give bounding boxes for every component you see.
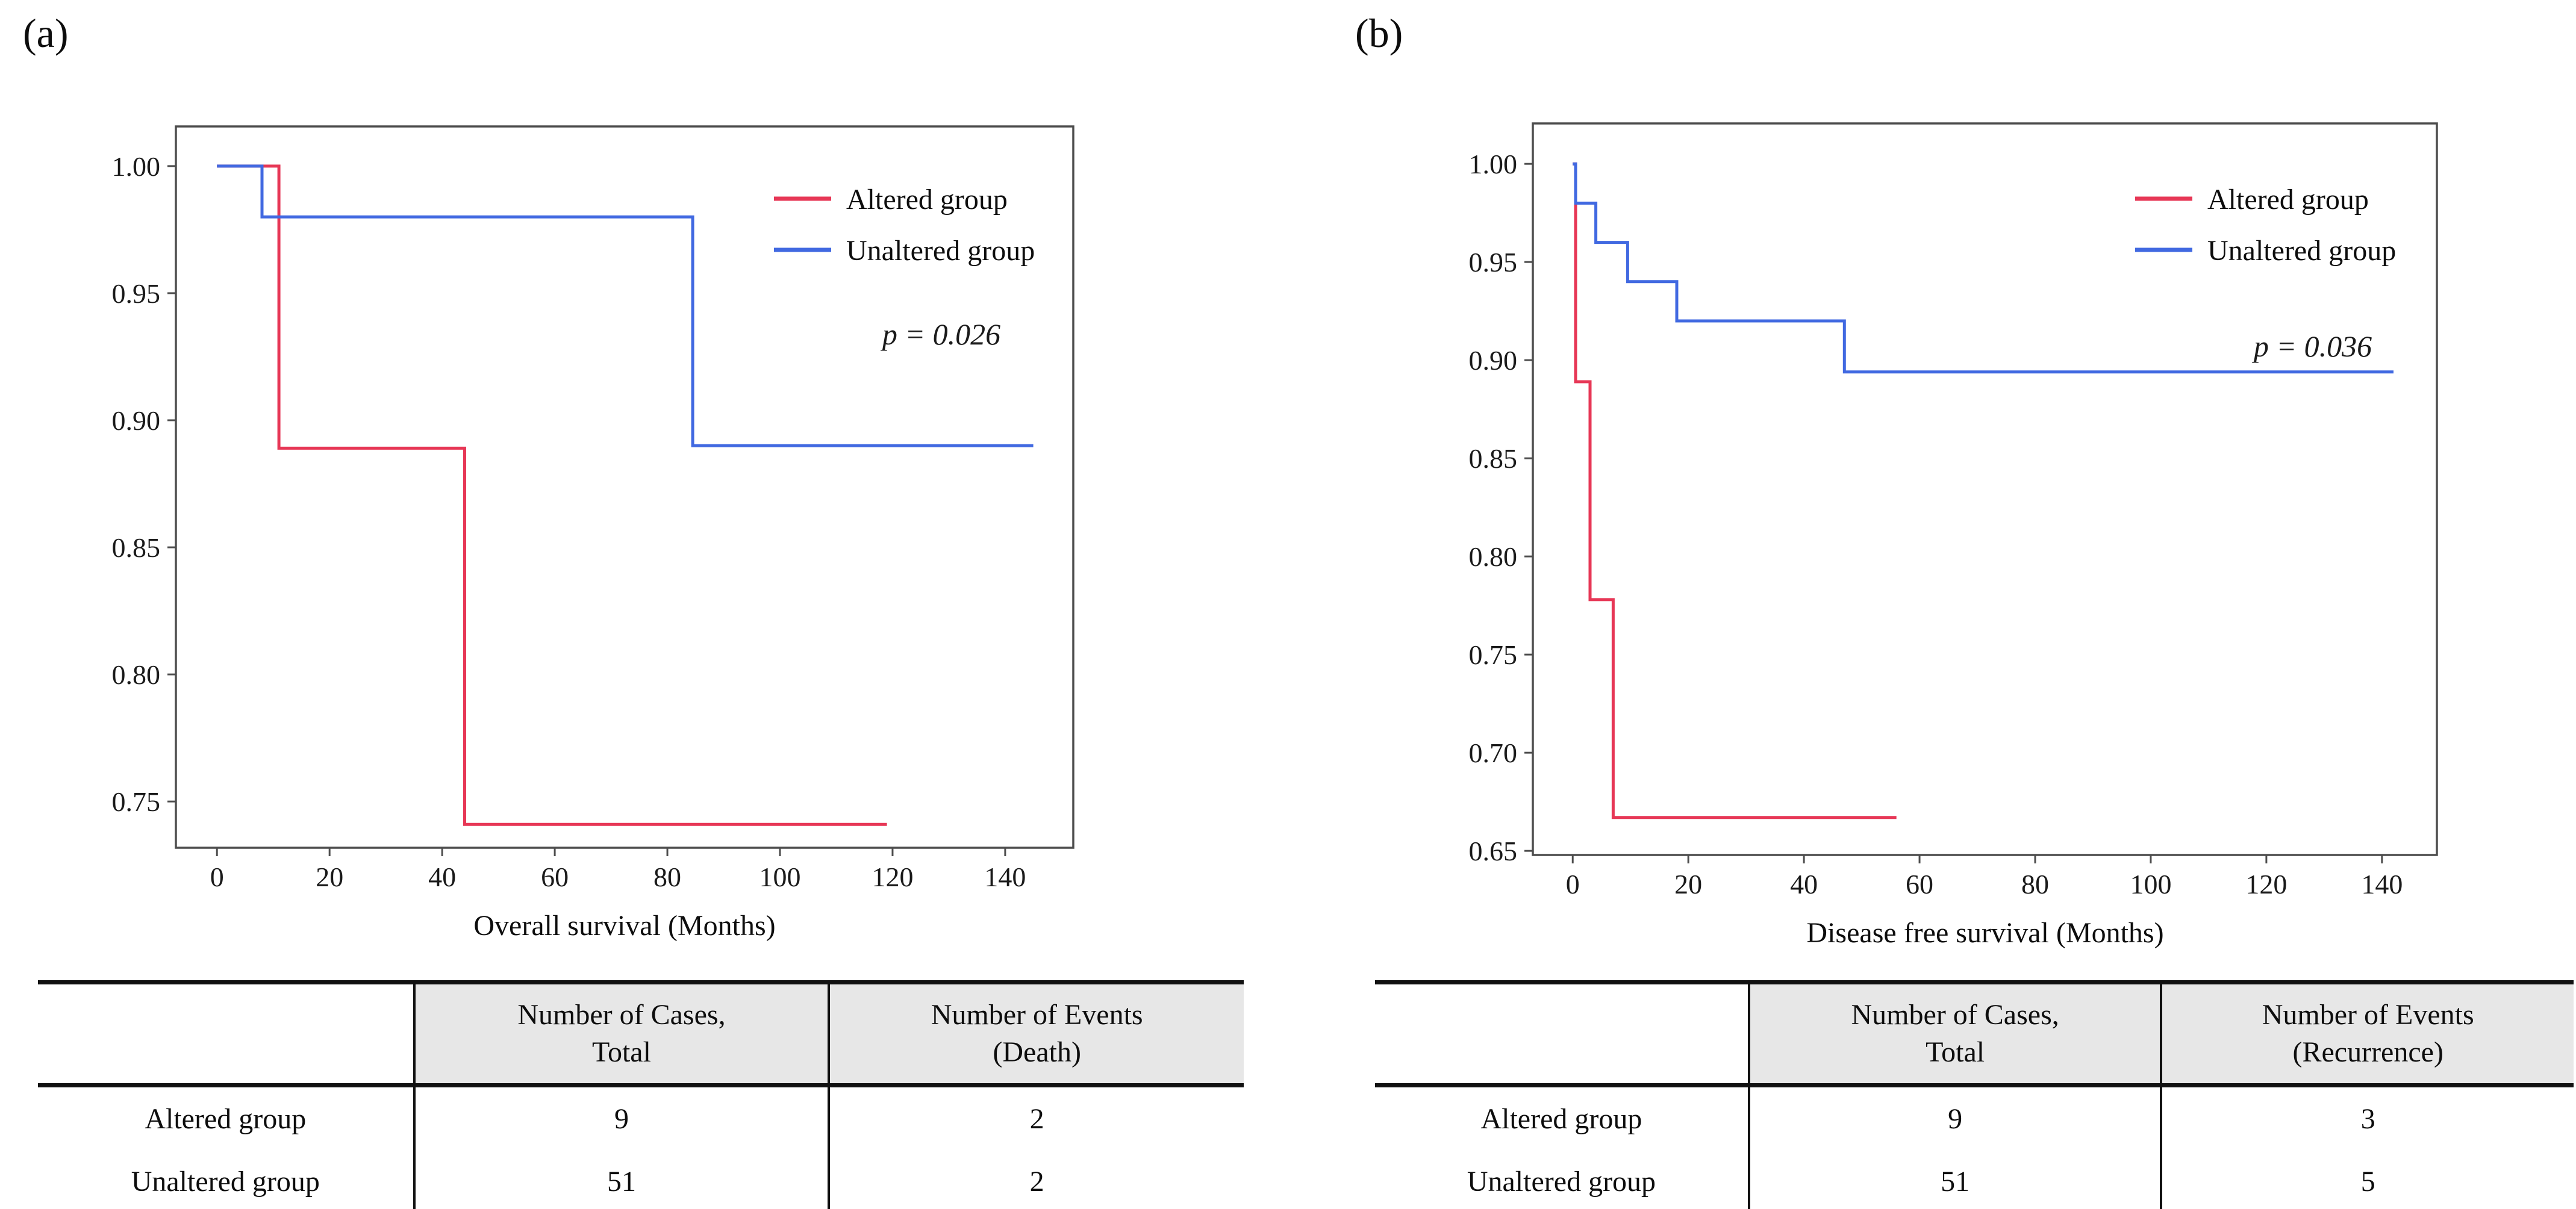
table-b-header-events: Number of Events (Recurrence) [2160, 982, 2574, 1086]
table-a-row2-events: 2 [828, 1150, 1244, 1209]
table-b-corner-cell [1375, 983, 1749, 1086]
table-a-header-cases-line2: Total [591, 1036, 651, 1068]
x-tick-label-a: 120 [872, 862, 913, 892]
table-b-header-cases-line2: Total [1926, 1036, 1985, 1068]
legend-label-b-0: Altered group [2207, 184, 2369, 216]
table-a-row1-cases: 9 [413, 1085, 829, 1150]
km-curve-b-unaltered [1573, 162, 2394, 374]
summary-table-b: Number of Cases, Total Number of Events … [1375, 980, 2574, 1209]
table-a-header-row: Number of Cases, Total Number of Events … [38, 982, 1244, 1086]
table-a-header-cases: Number of Cases, Total [413, 982, 829, 1086]
x-tick-label-b: 80 [2021, 869, 2049, 900]
y-tick-label-b: 0.75 [1469, 639, 1518, 670]
y-tick-label-b: 1.00 [1469, 149, 1518, 179]
p-value-label-b: p = 0.036 [2252, 329, 2372, 363]
table-a-row1-events: 2 [828, 1085, 1244, 1150]
table-a-header-events-line2: (Death) [993, 1036, 1081, 1068]
table-row: Unaltered group 51 5 [1375, 1150, 2574, 1209]
plot-border-a [175, 125, 1074, 849]
table-a-corner-cell [38, 983, 414, 1086]
y-tick-label-b: 0.85 [1469, 443, 1518, 474]
legend-label-b-1: Unaltered group [2207, 235, 2396, 267]
x-tick-label-a: 140 [984, 862, 1026, 892]
x-tick-label-b: 60 [1906, 869, 1933, 900]
y-tick-label-a: 0.95 [112, 278, 161, 309]
y-tick-label-a: 0.75 [112, 786, 161, 817]
table-b-row1-events: 3 [2160, 1085, 2574, 1150]
y-tick-label-b: 0.95 [1469, 247, 1518, 278]
x-tick-label-a: 100 [759, 862, 800, 892]
x-tick-label-a: 20 [316, 862, 343, 892]
table-a-header-events-line1: Number of Events [931, 998, 1143, 1031]
panel-b-label: (b) [1355, 10, 1403, 56]
table-b-row2-label: Unaltered group [1467, 1165, 1656, 1198]
p-value-label-a: p = 0.026 [881, 317, 1000, 351]
table-b-header-cases: Number of Cases, Total [1747, 982, 2162, 1086]
table-b-header-cases-line1: Number of Cases, [1851, 998, 2059, 1031]
x-tick-label-b: 40 [1790, 869, 1818, 900]
x-tick-label-a: 40 [428, 862, 456, 892]
x-tick-label-a: 0 [210, 862, 224, 892]
x-tick-label-a: 60 [541, 862, 569, 892]
summary-table-a: Number of Cases, Total Number of Events … [38, 980, 1244, 1209]
x-tick-label-b: 140 [2361, 869, 2403, 900]
table-b-row1-cases: 9 [1747, 1085, 2162, 1150]
table-row: Unaltered group 51 2 [38, 1150, 1244, 1209]
table-row: Altered group 9 2 [38, 1085, 1244, 1150]
km-curve-a-altered [217, 164, 887, 826]
x-tick-label-b: 20 [1674, 869, 1702, 900]
y-tick-label-a: 0.90 [112, 405, 161, 436]
x-tick-label-a: 80 [653, 862, 681, 892]
kaplan-meier-plots: 0 20 40 60 80 100 120 140 1.00 0.95 0.90 0.85 0.80 0.… [112, 122, 2438, 949]
x-axis-title-b: Disease free survival (Months) [1806, 917, 2163, 949]
table-row: Altered group 9 3 [1375, 1085, 2574, 1150]
table-b-row2-cases: 51 [1747, 1150, 2162, 1209]
x-tick-label-b: 0 [1566, 869, 1580, 900]
legend-label-a-0: Altered group [846, 184, 1008, 216]
table-b-row1-label: Altered group [1480, 1102, 1642, 1135]
table-a-row2-cases: 51 [413, 1150, 829, 1209]
y-tick-label-b: 0.90 [1469, 345, 1518, 376]
table-a-row1-label: Altered group [145, 1102, 307, 1135]
table-b-header-events-line2: (Recurrence) [2292, 1036, 2443, 1068]
x-tick-label-b: 100 [2130, 869, 2171, 900]
x-tick-label-b: 120 [2245, 869, 2287, 900]
panel-a-label: (a) [23, 10, 69, 56]
plot-border-b [1532, 122, 2438, 856]
km-curve-a-unaltered [217, 164, 1034, 447]
table-b-header-row: Number of Cases, Total Number of Events … [1375, 982, 2574, 1086]
km-curve-b-altered [1573, 162, 1897, 819]
x-axis-title-a: Overall survival (Months) [473, 910, 775, 942]
table-b-row2-events: 5 [2160, 1150, 2574, 1209]
y-tick-label-b: 0.70 [1469, 738, 1518, 768]
y-tick-label-b: 0.65 [1469, 836, 1518, 866]
table-a-header-events: Number of Events (Death) [828, 982, 1244, 1086]
table-b-header-events-line1: Number of Events [2262, 998, 2474, 1031]
table-a-row2-label: Unaltered group [131, 1165, 320, 1198]
y-tick-label-b: 0.80 [1469, 541, 1518, 572]
y-tick-label-a: 0.80 [112, 659, 161, 690]
y-tick-label-a: 1.00 [112, 151, 161, 182]
legend-label-a-1: Unaltered group [846, 235, 1035, 267]
table-a-header-cases-line1: Number of Cases, [517, 998, 726, 1031]
y-tick-label-a: 0.85 [112, 532, 161, 563]
